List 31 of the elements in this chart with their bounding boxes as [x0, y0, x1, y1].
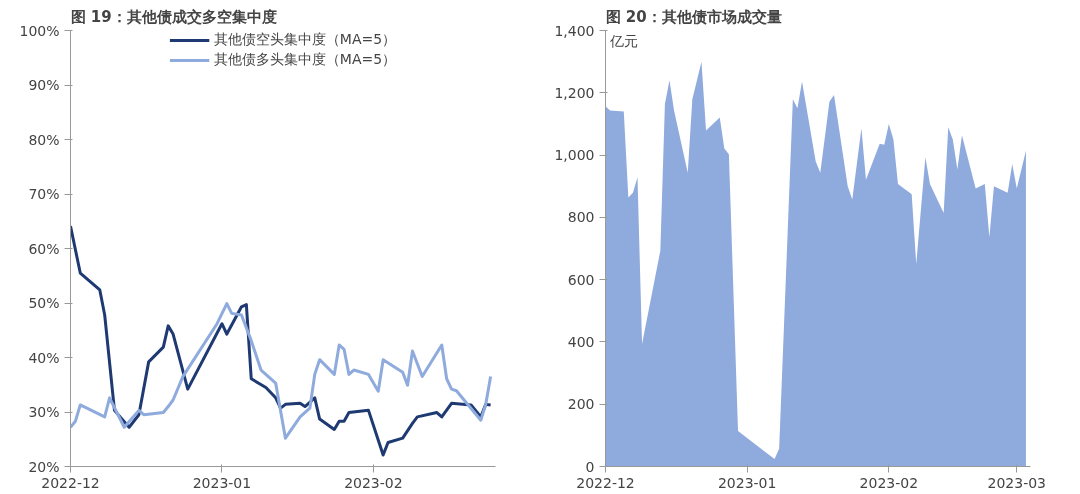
- y-axis-title: 亿元: [608, 32, 638, 49]
- y-tick-label: 80%: [28, 131, 60, 148]
- y-tick-label: 600: [567, 271, 595, 288]
- x-tick-label: 2023-01: [717, 474, 777, 491]
- chart-title: 图 20：其他债市场成交量: [605, 7, 782, 26]
- x-tick-label: 2023-02: [859, 474, 919, 491]
- y-tick-label: 800: [567, 209, 595, 226]
- y-tick-label: 30%: [28, 404, 60, 420]
- y-tick-label: 20%: [28, 458, 60, 475]
- x-tick-label: 2022-12: [41, 474, 100, 491]
- legend-label: 其他债空头集中度（MA=5）: [213, 31, 397, 49]
- y-tick-label: 70%: [28, 186, 60, 202]
- x-tick-label: 2022-12: [576, 474, 635, 491]
- y-tick-label: 1,400: [554, 22, 595, 39]
- line-series: [70, 224, 493, 457]
- y-tick-label: 40%: [28, 349, 60, 366]
- y-tick-label: 60%: [28, 240, 60, 257]
- y-tick-label: 400: [567, 333, 595, 350]
- line-series: [70, 302, 493, 440]
- y-tick-label: 200: [567, 396, 595, 413]
- legend-label: 其他债多头集中度（MA=5）: [213, 51, 397, 69]
- y-tick-label: 1,000: [554, 147, 595, 164]
- y-tick-label: 0: [585, 458, 595, 475]
- y-tick-label: 1,200: [554, 84, 595, 101]
- x-tick-label: 2023-02: [344, 474, 403, 491]
- x-tick-label: 2023-03: [987, 474, 1047, 491]
- x-tick-label: 2023-01: [192, 474, 252, 491]
- y-tick-label: 90%: [28, 77, 60, 93]
- chart-title: 图 19：其他债成交多空集中度: [70, 7, 277, 26]
- y-tick-label: 50%: [28, 295, 60, 311]
- y-tick-label: 100%: [19, 22, 60, 39]
